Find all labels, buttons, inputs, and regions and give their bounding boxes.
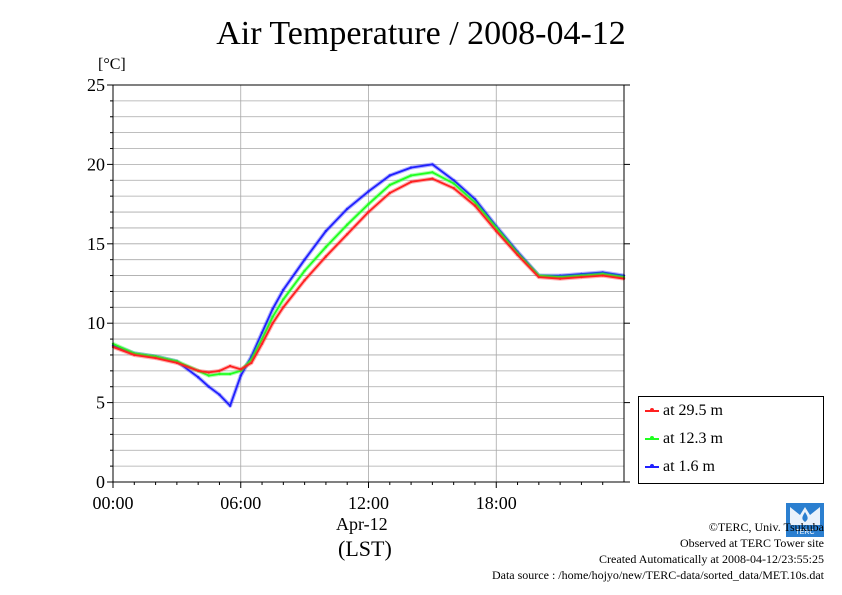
y-tick-label: 20: [87, 154, 105, 174]
terc-logo-icon: TERC: [786, 503, 824, 537]
data-point: [495, 226, 498, 230]
y-tick-label: 5: [96, 393, 105, 413]
data-point: [282, 288, 285, 292]
data-point: [282, 306, 285, 309]
data-point: [218, 369, 221, 372]
data-point: [324, 255, 328, 258]
data-point: [303, 258, 306, 261]
data-point: [537, 275, 540, 279]
x-tick-label: 00:00: [92, 493, 133, 513]
data-point: [431, 177, 434, 180]
data-point: [495, 229, 498, 233]
data-point: [197, 376, 200, 379]
observation-site-line: Observed at TERC Tower site: [679, 536, 824, 550]
x-axis-date-label: Apr-12: [336, 514, 388, 534]
data-point: [282, 298, 285, 301]
legend-item-12-3m: at 12.3 m: [639, 429, 723, 449]
data-point: [303, 269, 306, 272]
data-point: [367, 202, 370, 206]
data-point: [228, 372, 232, 376]
legend-label: at 29.5 m: [663, 402, 723, 419]
data-point: [207, 371, 210, 374]
footer-credits: ©TERC, Univ. Tsukuba Observed at TERC To…: [492, 519, 824, 583]
data-point: [473, 201, 477, 204]
data-point: [260, 331, 264, 334]
data-point: [239, 368, 242, 371]
legend-swatch-red: [645, 408, 659, 412]
data-source-line: Data source : /home/hojyo/new/TERC-data/…: [491, 568, 824, 582]
data-point: [218, 372, 221, 376]
data-point: [239, 374, 242, 377]
data-point: [260, 337, 264, 341]
legend-item-1-6m: at 1.6 m: [639, 457, 715, 477]
x-tick-label: 18:00: [476, 493, 517, 513]
data-point: [324, 245, 328, 249]
data-point: [388, 174, 391, 177]
x-tick-label: 12:00: [348, 493, 389, 513]
legend: at 29.5 m at 12.3 m at 1.6 m: [638, 396, 824, 484]
data-point: [558, 277, 562, 280]
data-point: [218, 393, 221, 396]
data-point: [516, 253, 519, 257]
data-point: [260, 342, 264, 345]
data-point: [197, 369, 200, 372]
data-point: [271, 322, 274, 325]
axes: 0 5 10 15 20 25 00:00 06:00 12:00 18:00: [87, 75, 630, 513]
data-point: [228, 364, 232, 368]
data-point: [228, 404, 232, 407]
data-point: [303, 279, 306, 282]
data-point: [452, 179, 455, 182]
logo-text: TERC: [795, 529, 814, 536]
data-point: [271, 315, 274, 318]
chart-title: Air Temperature / 2008-04-12: [216, 15, 626, 52]
data-point: [346, 223, 349, 226]
data-point: [367, 190, 370, 193]
data-point: [431, 163, 434, 166]
data-point: [271, 307, 274, 311]
data-point: [346, 233, 349, 236]
legend-item-29-5m: at 29.5 m: [639, 401, 723, 421]
data-point: [388, 183, 391, 187]
data-point: [250, 361, 253, 365]
data-point: [409, 180, 413, 184]
data-point: [601, 274, 604, 277]
series-layer: [111, 162, 626, 408]
data-point: [175, 361, 179, 365]
data-point: [346, 207, 349, 211]
data-point: [409, 166, 413, 169]
data-point: [367, 210, 370, 214]
legend-swatch-blue: [645, 464, 659, 468]
y-tick-label: 10: [87, 313, 105, 333]
data-point: [207, 385, 210, 388]
data-point: [154, 356, 157, 360]
copyright-line: ©TERC, Univ. Tsukuba: [708, 520, 824, 534]
data-point: [580, 275, 583, 279]
x-axis-unit-label: (LST): [338, 536, 392, 561]
data-point: [452, 187, 455, 190]
data-point: [207, 374, 210, 377]
data-point: [133, 353, 136, 357]
legend-label: at 1.6 m: [663, 458, 715, 475]
data-point: [388, 191, 391, 195]
data-point: [473, 198, 477, 201]
created-timestamp-line: Created Automatically at 2008-04-12/23:5…: [599, 552, 824, 566]
legend-swatch-green: [645, 436, 659, 440]
y-tick-label: 0: [96, 472, 105, 492]
y-tick-label: 25: [87, 75, 105, 95]
data-point: [431, 171, 434, 174]
legend-label: at 12.3 m: [663, 430, 723, 447]
data-point: [452, 182, 455, 185]
data-point: [324, 229, 328, 233]
data-point: [473, 204, 477, 207]
data-point: [409, 174, 413, 177]
x-tick-label: 06:00: [220, 493, 261, 513]
y-axis-unit-label: [°C]: [98, 56, 126, 73]
y-tick-label: 15: [87, 234, 105, 254]
